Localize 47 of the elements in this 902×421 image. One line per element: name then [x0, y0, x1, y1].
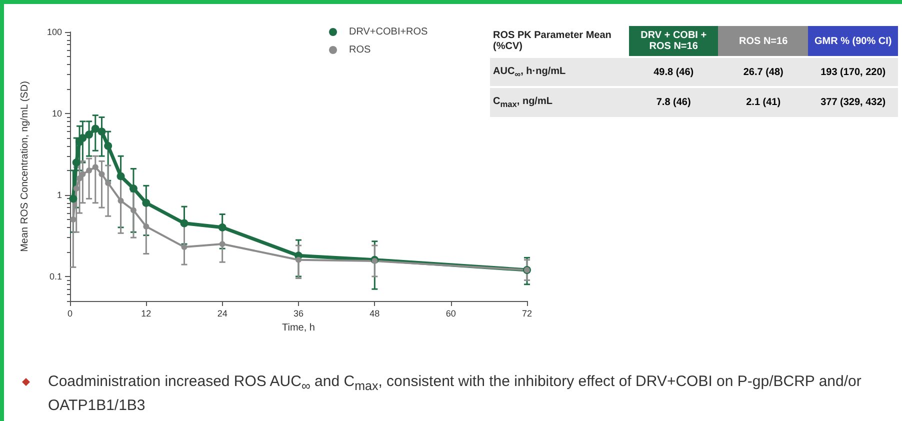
point — [85, 130, 94, 139]
legend-label: DRV+COBI+ROS — [349, 26, 428, 38]
y-tick-label: 100 — [46, 27, 62, 37]
text: GMR % (90% CI) — [808, 26, 898, 57]
text: 377 (329, 432) — [808, 87, 898, 117]
text: 26.7 (48) — [718, 57, 808, 87]
y-tick-label: 10 — [52, 108, 62, 118]
y-tick-label: 1 — [56, 190, 62, 200]
point — [130, 207, 136, 214]
point — [142, 198, 150, 207]
x-tick-label: 60 — [446, 308, 456, 318]
point — [86, 167, 92, 174]
annotation: C$_{max}$, ng/mL — [490, 87, 629, 117]
text: 7.8 (46) — [628, 87, 718, 117]
point — [104, 142, 112, 150]
y-tick-label: 0.1 — [49, 271, 62, 282]
point — [80, 171, 86, 178]
point — [91, 124, 100, 133]
point — [296, 256, 302, 263]
text: 49.8 (46) — [628, 57, 718, 87]
point — [218, 223, 226, 232]
point — [73, 186, 80, 192]
x-tick-label: 12 — [141, 308, 152, 318]
y-axis-title: Mean ROS Concentration, ng/mL (SD) — [20, 81, 30, 252]
point — [70, 216, 76, 223]
point — [118, 198, 124, 204]
text: 193 (170, 220) — [808, 57, 898, 87]
point — [69, 194, 78, 203]
annotation: AUC$_{∞}$, h·ng/mL — [490, 57, 629, 87]
x-tick-label: 72 — [522, 308, 532, 318]
point — [98, 128, 106, 136]
x-tick-label: 24 — [217, 308, 228, 318]
x-tick-label: 48 — [370, 308, 380, 318]
point — [143, 224, 150, 230]
annotation: ROS PK Parameter Mean (%CV) — [492, 29, 612, 54]
point — [180, 219, 188, 228]
text: DRV + COBI + ROS N=16 — [628, 26, 718, 57]
text: Coadministration increased ROS AUC$_{∞}$ and C$_{max}$, consistent with the inhibitory effect of DRV+COBI on P-gp/BCRP and/or OATP1B1/1B3 — [48, 373, 862, 414]
text: 2.1 (41) — [718, 87, 808, 117]
point — [92, 164, 98, 170]
text: ROS N=16 — [718, 26, 808, 57]
point — [78, 134, 87, 142]
x-axis-title: Time, h — [282, 322, 315, 334]
x-tick-label: 0 — [67, 308, 73, 318]
x-tick-label: 36 — [293, 308, 304, 318]
point — [98, 171, 105, 178]
legend-label: ROS — [349, 44, 371, 56]
